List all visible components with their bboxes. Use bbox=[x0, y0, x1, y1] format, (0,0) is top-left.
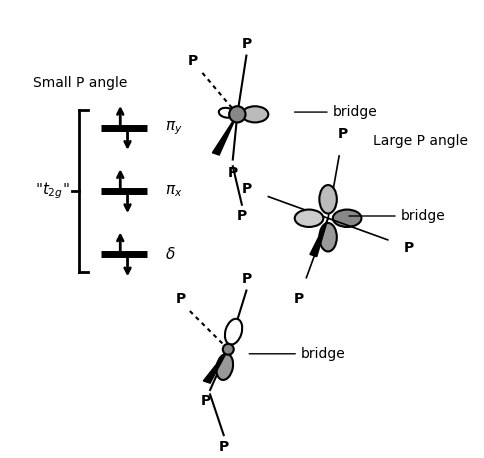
Ellipse shape bbox=[319, 185, 337, 213]
Text: P: P bbox=[404, 240, 414, 255]
Text: P: P bbox=[293, 292, 304, 306]
Text: Large P angle: Large P angle bbox=[374, 135, 469, 148]
Text: "$t_{2g}$": "$t_{2g}$" bbox=[35, 181, 69, 202]
Ellipse shape bbox=[319, 223, 337, 251]
Text: P: P bbox=[242, 37, 252, 51]
Text: $\pi_y$: $\pi_y$ bbox=[165, 119, 182, 136]
Ellipse shape bbox=[225, 319, 242, 344]
Circle shape bbox=[223, 344, 234, 354]
Ellipse shape bbox=[242, 106, 268, 122]
Text: $\pi_x$: $\pi_x$ bbox=[165, 183, 182, 199]
Ellipse shape bbox=[216, 354, 233, 380]
Text: bridge: bridge bbox=[349, 209, 445, 223]
Text: $\delta$: $\delta$ bbox=[165, 246, 175, 262]
Circle shape bbox=[229, 106, 245, 122]
Ellipse shape bbox=[295, 210, 323, 227]
Text: P: P bbox=[338, 127, 348, 141]
Text: P: P bbox=[200, 394, 211, 409]
Ellipse shape bbox=[219, 108, 235, 118]
Circle shape bbox=[269, 159, 387, 277]
Text: bridge: bridge bbox=[249, 347, 346, 361]
Text: P: P bbox=[237, 209, 247, 223]
Text: P: P bbox=[227, 166, 238, 180]
Ellipse shape bbox=[333, 210, 362, 227]
Text: Small P angle: Small P angle bbox=[33, 76, 127, 90]
Text: bridge: bridge bbox=[295, 105, 378, 119]
Polygon shape bbox=[203, 349, 228, 383]
Text: P: P bbox=[219, 440, 229, 453]
Polygon shape bbox=[212, 114, 237, 155]
Text: P: P bbox=[242, 182, 252, 196]
Polygon shape bbox=[310, 218, 328, 256]
Text: P: P bbox=[176, 292, 186, 306]
Text: P: P bbox=[242, 272, 252, 286]
Text: P: P bbox=[188, 55, 198, 68]
